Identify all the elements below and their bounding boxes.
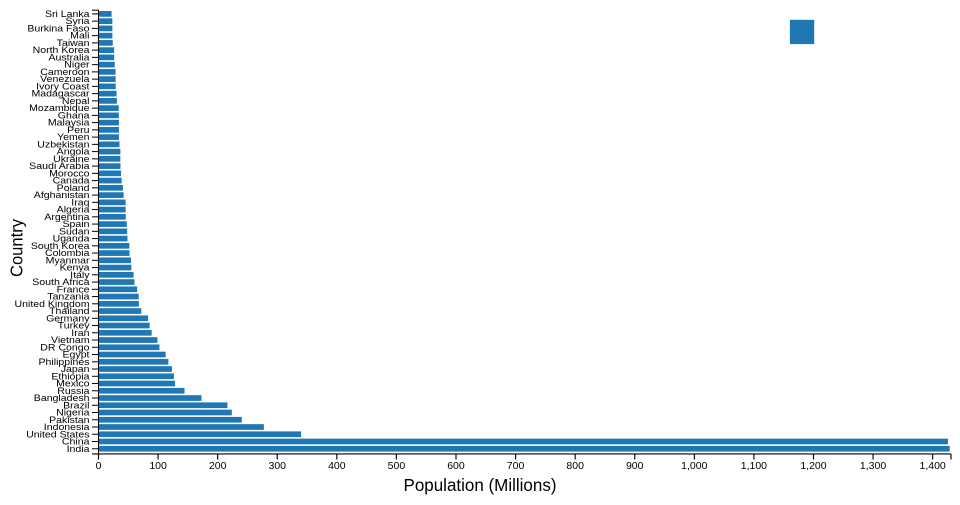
svg-text:Poland: Poland (57, 183, 90, 194)
svg-text:Tanzania: Tanzania (47, 292, 90, 303)
svg-text:700: 700 (507, 460, 525, 472)
svg-text:Egypt: Egypt (63, 350, 90, 361)
svg-text:Bangladesh: Bangladesh (34, 393, 90, 404)
svg-text:United Kingdom: United Kingdom (15, 299, 90, 310)
svg-text:1,300: 1,300 (860, 460, 886, 472)
svg-text:1,400: 1,400 (920, 460, 946, 472)
svg-text:Canada: Canada (53, 176, 91, 187)
svg-text:Indonesia: Indonesia (44, 422, 90, 433)
svg-text:1,100: 1,100 (741, 460, 767, 472)
svg-text:Philippines: Philippines (39, 357, 90, 368)
svg-text:Argentina: Argentina (44, 212, 90, 223)
svg-text:Kenya: Kenya (60, 263, 91, 274)
svg-text:Mali: Mali (70, 31, 89, 42)
svg-text:Germany: Germany (46, 313, 90, 324)
svg-text:Burkina Faso: Burkina Faso (27, 23, 89, 34)
svg-text:Uzbekistan: Uzbekistan (37, 139, 89, 150)
svg-text:Mozambique: Mozambique (29, 103, 89, 114)
svg-text:China: China (62, 437, 90, 448)
svg-text:Morocco: Morocco (49, 168, 89, 179)
svg-text:Ethiopia: Ethiopia (51, 371, 90, 382)
svg-text:Spain: Spain (63, 219, 90, 230)
svg-text:France: France (57, 284, 90, 295)
svg-text:Pakistan: Pakistan (49, 415, 89, 426)
svg-text:Ukraine: Ukraine (53, 154, 89, 165)
svg-text:Ivory Coast: Ivory Coast (36, 81, 90, 92)
svg-text:DR Congo: DR Congo (40, 342, 89, 353)
svg-text:300: 300 (268, 460, 286, 472)
svg-text:Uganda: Uganda (53, 234, 91, 245)
svg-text:United States: United States (26, 429, 90, 440)
svg-text:Australia: Australia (49, 52, 91, 63)
svg-text:Cameroon: Cameroon (40, 67, 89, 78)
svg-text:Ghana: Ghana (58, 110, 90, 121)
svg-text:Japan: Japan (61, 364, 90, 375)
svg-text:0: 0 (96, 460, 102, 472)
svg-text:South Korea: South Korea (31, 241, 90, 252)
svg-text:800: 800 (566, 460, 584, 472)
svg-text:Algeria: Algeria (57, 205, 91, 216)
svg-text:Malaysia: Malaysia (48, 118, 90, 129)
svg-text:900: 900 (626, 460, 644, 472)
svg-text:1,200: 1,200 (800, 460, 826, 472)
svg-text:Country: Country (7, 219, 27, 277)
svg-text:Mexico: Mexico (56, 379, 89, 390)
svg-text:200: 200 (209, 460, 227, 472)
svg-text:Nigeria: Nigeria (56, 408, 90, 419)
svg-text:Madagascar: Madagascar (32, 89, 90, 100)
svg-text:Russia: Russia (57, 386, 90, 397)
svg-text:Afghanistan: Afghanistan (34, 190, 90, 201)
svg-text:Vietnam: Vietnam (51, 335, 90, 346)
svg-text:Niger: Niger (64, 60, 89, 71)
svg-text:Angola: Angola (57, 147, 91, 158)
svg-text:Population (Millions): Population (Millions) (404, 475, 557, 495)
svg-text:North Korea: North Korea (33, 45, 91, 56)
svg-text:Peru: Peru (67, 125, 89, 136)
svg-text:Myanmar: Myanmar (46, 255, 90, 266)
svg-text:South Africa: South Africa (32, 277, 90, 288)
svg-text:Iran: Iran (71, 328, 89, 339)
svg-text:Colombia: Colombia (45, 248, 90, 259)
svg-text:100: 100 (149, 460, 167, 472)
svg-text:Syria: Syria (66, 16, 91, 27)
svg-text:Brazil: Brazil (63, 400, 89, 411)
svg-text:Sudan: Sudan (59, 226, 90, 237)
svg-text:Nepal: Nepal (62, 96, 90, 107)
svg-text:500: 500 (388, 460, 406, 472)
svg-text:600: 600 (447, 460, 465, 472)
svg-text:Venezuela: Venezuela (40, 74, 90, 85)
svg-text:Saudi Arabia: Saudi Arabia (29, 161, 90, 172)
svg-text:India: India (67, 444, 91, 455)
svg-text:Yemen: Yemen (57, 132, 89, 143)
svg-text:400: 400 (328, 460, 346, 472)
svg-text:1,000: 1,000 (681, 460, 707, 472)
svg-text:Iraq: Iraq (71, 197, 89, 208)
svg-text:Turkey: Turkey (58, 321, 90, 332)
svg-text:Thailand: Thailand (49, 306, 89, 317)
svg-text:Italy: Italy (70, 270, 90, 281)
svg-text:Taiwan: Taiwan (57, 38, 90, 49)
svg-text:Sri Lanka: Sri Lanka (45, 9, 90, 20)
